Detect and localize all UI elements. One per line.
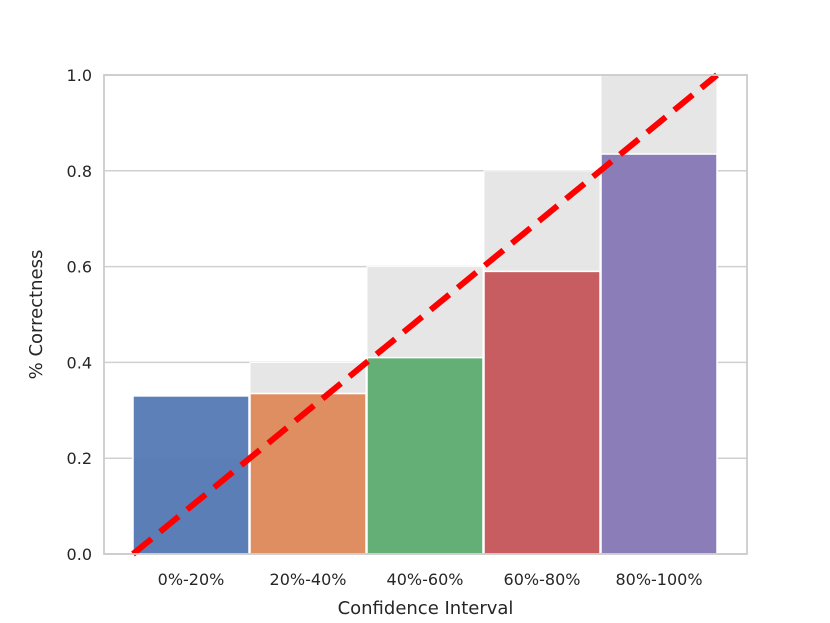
- ideal-calibration-line: [131, 72, 719, 557]
- y-tick-label: 0.8: [67, 162, 92, 181]
- x-tick-label: 80%-100%: [615, 570, 702, 589]
- plot-frame: [103, 74, 748, 555]
- y-tick-label: 1.0: [67, 66, 92, 85]
- correctness-bar: [249, 392, 367, 555]
- correctness-bar: [483, 270, 601, 555]
- correctness-bar: [600, 153, 718, 555]
- y-tick-label: 0.4: [67, 353, 92, 372]
- x-tick-label: 0%-20%: [158, 570, 225, 589]
- y-tick-label: 0.0: [67, 545, 92, 564]
- x-tick-label: 60%-80%: [504, 570, 581, 589]
- y-axis-label: % Correctness: [26, 250, 47, 380]
- correctness-bar: [366, 356, 484, 555]
- x-axis-label: Confidence Interval: [338, 598, 514, 619]
- y-tick-labels: 0.0 0.2 0.4 0.6 0.8 1.0: [67, 66, 92, 564]
- y-tick-label: 0.6: [67, 258, 92, 277]
- y-tick-label: 0.2: [67, 449, 92, 468]
- x-tick-label: 40%-60%: [387, 570, 464, 589]
- x-tick-label: 20%-40%: [270, 570, 347, 589]
- x-tick-labels: 0%-20% 20%-40% 40%-60% 60%-80% 80%-100%: [158, 570, 703, 589]
- diagonal-line-layer: [131, 72, 719, 557]
